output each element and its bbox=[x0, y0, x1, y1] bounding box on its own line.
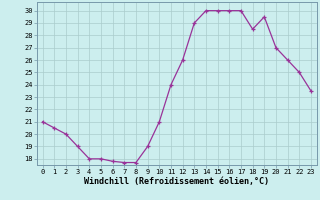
X-axis label: Windchill (Refroidissement éolien,°C): Windchill (Refroidissement éolien,°C) bbox=[84, 177, 269, 186]
